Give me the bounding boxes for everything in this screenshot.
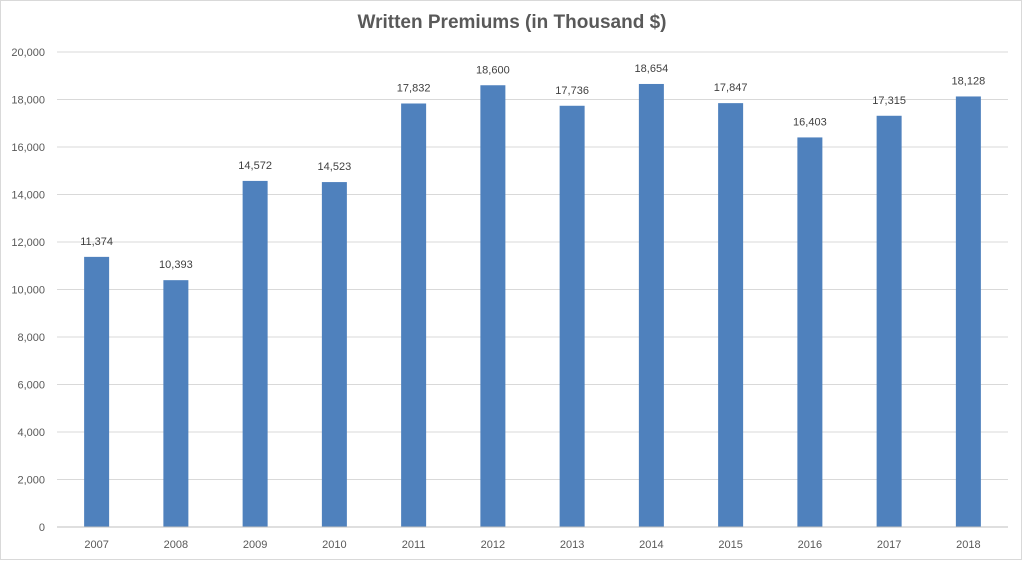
y-tick-label: 12,000 xyxy=(11,237,45,249)
x-tick-label: 2011 xyxy=(402,539,426,551)
x-tick-label: 2012 xyxy=(481,539,505,551)
bar xyxy=(163,280,189,527)
y-tick-label: 2,000 xyxy=(17,475,45,487)
bar xyxy=(955,96,981,528)
data-label: 10,393 xyxy=(159,259,193,271)
bar xyxy=(401,103,427,528)
x-tick-label: 2016 xyxy=(798,539,822,551)
bar xyxy=(321,182,347,528)
x-tick-label: 2018 xyxy=(956,539,980,551)
bar xyxy=(876,115,902,528)
data-label: 17,736 xyxy=(555,85,589,97)
bar xyxy=(559,105,585,528)
x-tick-label: 2014 xyxy=(639,539,663,551)
x-tick-label: 2007 xyxy=(84,539,108,551)
y-tick-label: 6,000 xyxy=(17,380,45,392)
x-tick-label: 2013 xyxy=(560,539,584,551)
x-tick-label: 2017 xyxy=(877,539,901,551)
bar xyxy=(84,256,110,527)
chart-title: Written Premiums (in Thousand $) xyxy=(357,12,667,33)
data-label: 16,403 xyxy=(793,116,827,128)
y-tick-label: 0 xyxy=(39,522,45,534)
data-label: 14,572 xyxy=(238,160,272,172)
y-tick-label: 18,000 xyxy=(11,95,45,107)
y-tick-label: 16,000 xyxy=(11,142,45,154)
y-tick-label: 20,000 xyxy=(11,47,45,59)
x-tick-label: 2008 xyxy=(164,539,188,551)
data-label: 18,600 xyxy=(476,64,510,76)
data-label: 17,847 xyxy=(714,82,748,94)
data-label: 11,374 xyxy=(80,236,113,248)
bar xyxy=(638,83,664,527)
data-label: 17,315 xyxy=(872,95,906,107)
bar xyxy=(480,85,506,527)
y-tick-label: 8,000 xyxy=(17,332,45,344)
x-tick-label: 2010 xyxy=(322,539,346,551)
data-label: 18,128 xyxy=(952,75,986,87)
bar xyxy=(718,103,744,527)
y-tick-label: 14,000 xyxy=(11,190,45,202)
y-tick-label: 4,000 xyxy=(17,427,45,439)
bar xyxy=(242,180,268,528)
data-label: 17,832 xyxy=(397,82,431,94)
x-tick-label: 2015 xyxy=(718,539,742,551)
bar xyxy=(797,137,823,527)
data-label: 18,654 xyxy=(635,63,669,75)
data-label: 14,523 xyxy=(318,161,352,173)
y-tick-label: 10,000 xyxy=(11,285,45,297)
x-tick-label: 2009 xyxy=(243,539,267,551)
